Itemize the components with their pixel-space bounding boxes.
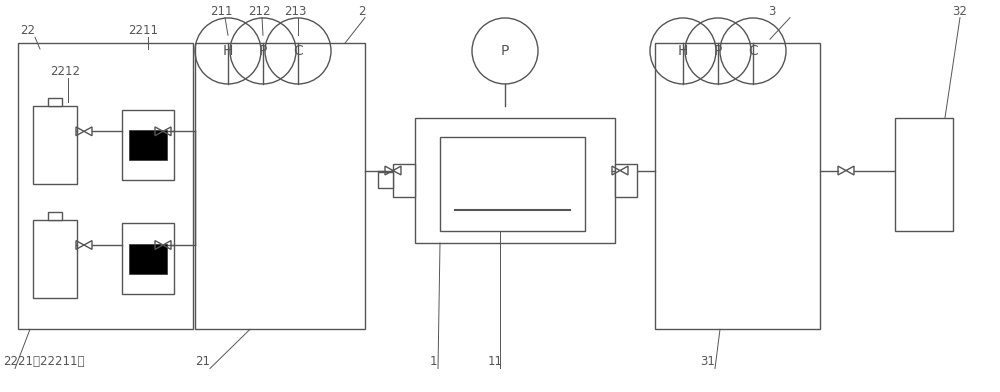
Text: C: C — [293, 44, 303, 58]
Bar — [48, 212, 62, 220]
Text: 2212: 2212 — [50, 65, 80, 78]
Text: 2211: 2211 — [128, 24, 158, 37]
Text: 21: 21 — [195, 356, 210, 368]
Text: P: P — [501, 44, 509, 58]
Text: 1: 1 — [430, 356, 438, 368]
Bar — [378, 172, 393, 188]
Text: 2: 2 — [358, 5, 366, 18]
Bar — [33, 220, 77, 298]
Bar — [393, 164, 415, 197]
Bar — [48, 98, 62, 106]
Bar — [122, 223, 174, 294]
Bar — [895, 118, 953, 231]
Text: 211: 211 — [210, 5, 232, 18]
Text: 212: 212 — [248, 5, 270, 18]
Bar — [18, 43, 193, 329]
Text: H: H — [223, 44, 233, 58]
Text: H: H — [678, 44, 688, 58]
Text: 11: 11 — [488, 356, 503, 368]
Text: 32: 32 — [952, 5, 967, 18]
Text: 213: 213 — [284, 5, 306, 18]
Bar — [129, 130, 167, 160]
Text: 31: 31 — [700, 356, 715, 368]
Text: C: C — [748, 44, 758, 58]
Text: 3: 3 — [768, 5, 775, 18]
Bar — [195, 43, 365, 329]
Bar — [615, 164, 637, 197]
Bar — [129, 244, 167, 274]
Bar — [655, 43, 820, 329]
Text: P: P — [714, 44, 722, 58]
Text: 22: 22 — [20, 24, 35, 37]
Text: 2221（22211）: 2221（22211） — [3, 356, 84, 368]
Bar — [33, 106, 77, 184]
Bar — [440, 137, 585, 231]
Bar — [122, 110, 174, 180]
Text: P: P — [259, 44, 267, 58]
Bar — [415, 118, 615, 243]
